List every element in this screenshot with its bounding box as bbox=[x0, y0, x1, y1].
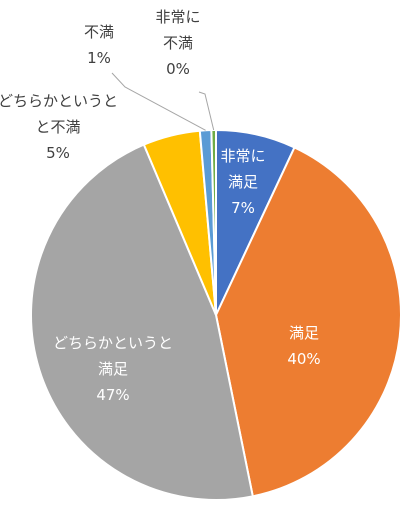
slice-labels: 非常に満足 7% 満足 40% どちらかというと満足 47% どちらかというとと不満 5% 不満… bbox=[0, 8, 321, 404]
slice-label-dissatisfied: 不満 1% bbox=[84, 23, 114, 67]
leader-lines bbox=[111, 72, 215, 131]
pie-slices bbox=[30, 128, 402, 501]
slice-label-very-satisfied: 非常に満足 7% bbox=[220, 147, 265, 217]
leader-line-very-dissatisfied bbox=[198, 91, 215, 131]
leader-line-dissatisfied bbox=[111, 72, 206, 131]
slice-label-satisfied: 満足 40% bbox=[287, 324, 320, 368]
pie-slice-somewhat-satisfied bbox=[30, 143, 254, 501]
pie-slice-satisfied bbox=[214, 146, 402, 498]
slice-label-very-dissatisfied: 非常に不満 0% bbox=[155, 8, 200, 78]
slice-label-somewhat-dissatisfied: どちらかというとと不満 5% bbox=[0, 92, 118, 162]
slice-label-somewhat-satisfied: どちらかというと満足 47% bbox=[53, 334, 173, 404]
